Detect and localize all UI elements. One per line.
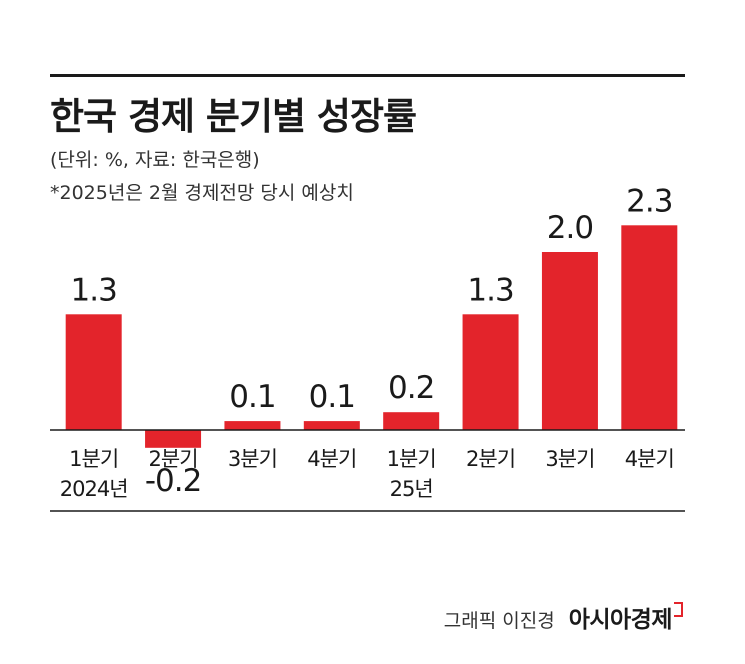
category-label-3: 3분기 [228,447,277,471]
value-label-4: 0.1 [309,379,355,415]
category-label-1: 1분기 [69,447,118,471]
category-label-7: 3분기 [545,447,594,471]
value-label-3: 0.1 [229,379,275,415]
bar-5 [383,412,440,430]
bar-6 [462,314,519,430]
brand-logo: 아시아경제 [569,600,683,634]
bar-2 [145,430,202,448]
bar-7 [541,252,598,430]
credit: 그래픽 이진경 아시아경제 [444,600,683,634]
brand-name: 아시아경제 [568,607,673,633]
value-label-6: 1.3 [467,272,513,308]
bar-3 [224,421,281,430]
category-label-5: 1분기 [387,447,436,471]
category-sublabel-5: 25년 [390,477,433,501]
chart-title: 한국 경제 분기별 성장률 [50,95,417,138]
category-sublabel-1: 2024년 [60,477,128,501]
top-rule [50,74,685,77]
category-label-2: 2분기 [149,447,198,471]
category-label-6: 2분기 [466,447,515,471]
value-label-1: 1.3 [71,272,117,308]
bar-4 [303,421,360,430]
bar-1 [65,314,122,430]
chart-note: *2025년은 2월 경제전망 당시 예상치 [50,182,354,204]
value-label-2: -0.2 [145,463,202,499]
value-label-5: 0.2 [388,370,434,406]
category-label-4: 4분기 [307,447,356,471]
value-label-8: 2.3 [626,183,672,219]
value-label-7: 2.0 [547,210,593,246]
bar-8 [621,225,678,430]
brand-mark-icon [674,602,683,617]
chart-subtitle: (단위: %, 자료: 한국은행) [50,149,260,171]
category-label-8: 4분기 [625,447,674,471]
credit-author: 그래픽 이진경 [443,610,555,632]
